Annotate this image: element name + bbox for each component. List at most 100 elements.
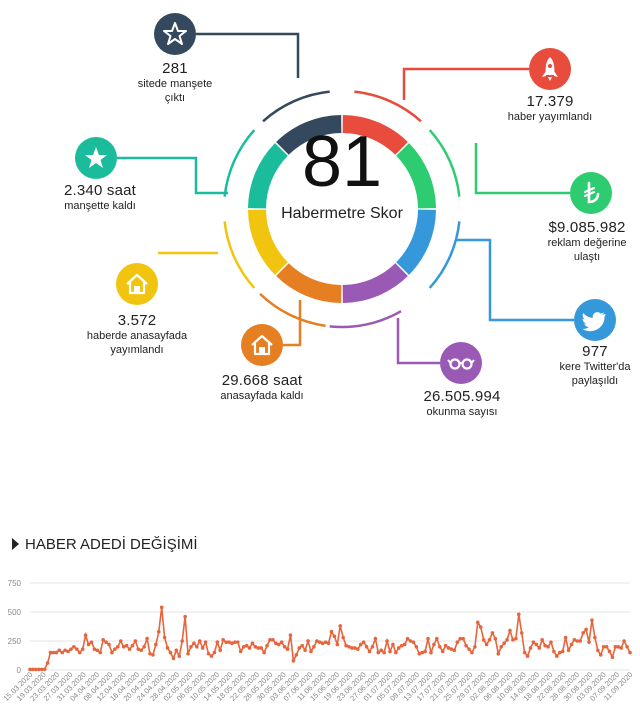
data-point[interactable] — [516, 612, 521, 617]
data-point[interactable] — [151, 653, 155, 657]
data-point[interactable] — [525, 654, 530, 658]
data-point[interactable] — [130, 643, 135, 648]
data-point[interactable] — [601, 645, 606, 649]
data-point[interactable] — [107, 642, 111, 647]
data-point[interactable] — [473, 645, 477, 649]
data-point[interactable] — [414, 645, 419, 649]
data-point[interactable] — [192, 641, 196, 646]
data-point[interactable] — [42, 667, 47, 672]
data-point[interactable] — [118, 639, 123, 643]
data-point[interactable] — [253, 645, 258, 649]
data-point[interactable] — [578, 639, 583, 643]
data-point[interactable] — [596, 648, 600, 653]
data-point[interactable] — [127, 647, 132, 651]
data-point[interactable] — [435, 636, 439, 641]
data-point[interactable] — [48, 650, 53, 655]
data-point[interactable] — [508, 628, 512, 633]
data-point[interactable] — [604, 645, 609, 649]
data-point[interactable] — [470, 650, 474, 655]
data-point[interactable] — [329, 629, 334, 634]
data-point[interactable] — [376, 650, 381, 655]
data-point[interactable] — [382, 650, 386, 655]
data-point[interactable] — [534, 642, 539, 647]
data-point[interactable] — [75, 647, 79, 651]
data-point[interactable] — [51, 650, 56, 655]
data-point[interactable] — [197, 639, 202, 643]
data-point[interactable] — [92, 647, 97, 651]
data-point[interactable] — [411, 640, 416, 644]
data-point[interactable] — [420, 650, 424, 655]
data-point[interactable] — [306, 639, 310, 643]
data-point[interactable] — [230, 641, 234, 646]
data-point[interactable] — [481, 638, 486, 642]
data-point[interactable] — [323, 640, 328, 644]
data-point[interactable] — [569, 642, 574, 647]
data-point[interactable] — [66, 649, 70, 654]
data-point[interactable] — [124, 643, 129, 648]
data-point[interactable] — [353, 646, 357, 650]
data-point[interactable] — [262, 650, 266, 655]
data-point[interactable] — [347, 645, 351, 649]
data-point[interactable] — [364, 645, 369, 649]
data-point[interactable] — [394, 650, 398, 655]
data-point[interactable] — [540, 638, 544, 642]
data-point[interactable] — [391, 642, 395, 647]
data-point[interactable] — [531, 640, 536, 644]
data-point[interactable] — [560, 649, 565, 654]
data-point[interactable] — [373, 636, 378, 641]
data-point[interactable] — [224, 640, 228, 644]
data-point[interactable] — [505, 638, 509, 642]
data-point[interactable] — [493, 636, 498, 641]
data-point[interactable] — [350, 646, 354, 650]
data-point[interactable] — [104, 640, 108, 644]
data-point[interactable] — [174, 648, 179, 653]
data-point[interactable] — [446, 646, 451, 650]
data-point[interactable] — [543, 643, 547, 648]
data-point[interactable] — [209, 654, 214, 658]
data-point[interactable] — [581, 631, 585, 635]
data-point[interactable] — [575, 639, 580, 643]
data-point[interactable] — [487, 638, 492, 642]
data-point[interactable] — [572, 638, 577, 642]
data-point[interactable] — [168, 650, 173, 655]
data-point[interactable] — [455, 640, 460, 644]
data-point[interactable] — [464, 643, 468, 648]
data-point[interactable] — [613, 645, 618, 649]
data-point[interactable] — [60, 650, 64, 655]
data-point[interactable] — [244, 643, 249, 648]
data-point[interactable] — [461, 636, 465, 641]
data-point[interactable] — [268, 638, 272, 642]
data-point[interactable] — [265, 643, 269, 648]
data-point[interactable] — [285, 647, 290, 651]
data-point[interactable] — [476, 620, 480, 625]
data-point[interactable] — [622, 639, 626, 643]
data-point[interactable] — [598, 653, 603, 657]
data-point[interactable] — [619, 646, 624, 650]
data-point[interactable] — [200, 646, 205, 650]
data-point[interactable] — [77, 650, 82, 655]
data-point[interactable] — [449, 647, 454, 651]
data-point[interactable] — [396, 646, 401, 650]
data-point[interactable] — [171, 656, 176, 661]
data-point[interactable] — [309, 649, 313, 654]
data-point[interactable] — [159, 605, 164, 610]
data-point[interactable] — [399, 643, 404, 648]
data-point[interactable] — [247, 646, 252, 650]
data-point[interactable] — [136, 647, 141, 651]
data-point[interactable] — [212, 650, 217, 655]
data-point[interactable] — [271, 638, 275, 642]
data-point[interactable] — [83, 633, 88, 637]
data-point[interactable] — [511, 638, 515, 642]
data-point[interactable] — [31, 667, 35, 672]
data-point[interactable] — [186, 651, 190, 656]
data-point[interactable] — [552, 649, 556, 654]
data-point[interactable] — [133, 639, 138, 643]
data-point[interactable] — [408, 639, 413, 643]
data-point[interactable] — [72, 645, 76, 649]
data-point[interactable] — [549, 640, 553, 644]
data-point[interactable] — [423, 649, 427, 654]
data-point[interactable] — [101, 638, 105, 642]
data-point[interactable] — [156, 629, 161, 634]
data-point[interactable] — [148, 651, 152, 656]
data-point[interactable] — [303, 648, 307, 653]
